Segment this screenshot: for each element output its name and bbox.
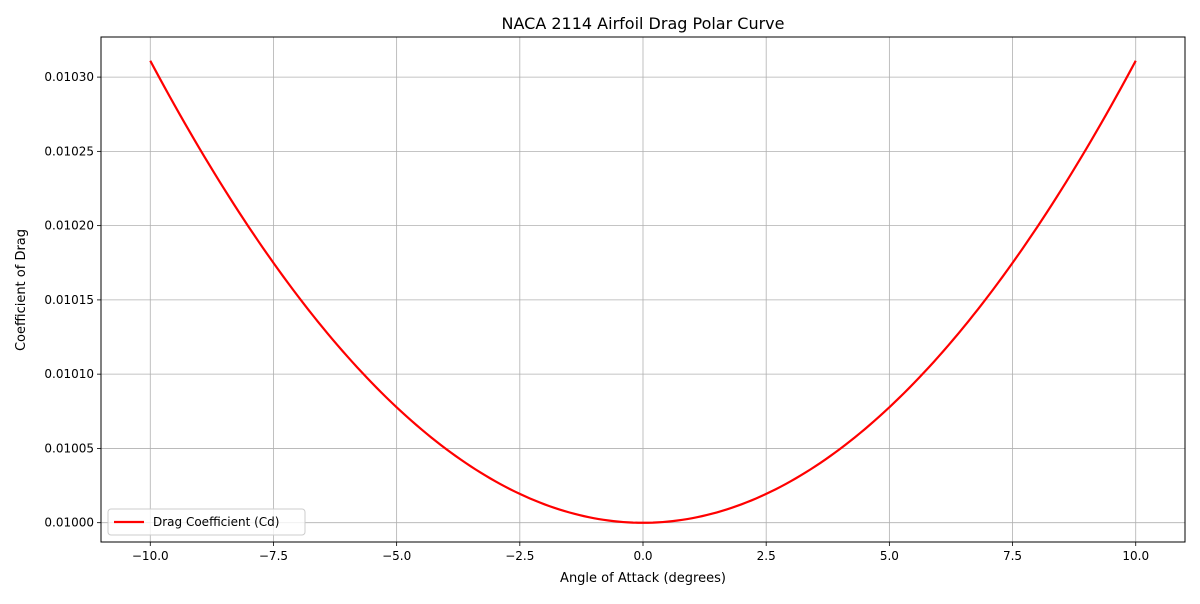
y-tick-label: 0.01015 — [44, 293, 94, 307]
y-tick-label: 0.01000 — [44, 516, 94, 530]
x-tick-label: 2.5 — [757, 549, 776, 563]
x-axis-ticks: −10.0 −7.5 −5.0 −2.5 0.0 2.5 5.0 7.5 10.0 — [132, 542, 1149, 563]
x-tick-label: 10.0 — [1122, 549, 1149, 563]
y-tick-label: 0.01030 — [44, 70, 94, 84]
y-axis-label: Coefficient of Drag — [14, 229, 29, 351]
chart-title: NACA 2114 Airfoil Drag Polar Curve — [502, 14, 785, 33]
x-axis-label: Angle of Attack (degrees) — [560, 571, 726, 586]
legend: Drag Coefficient (Cd) — [107, 508, 306, 536]
x-tick-label: −2.5 — [505, 549, 534, 563]
y-axis-ticks: 0.01000 0.01005 0.01010 0.01015 0.01020 0.010… — [44, 70, 101, 530]
series-line-drag-coefficient — [149, 60, 1137, 524]
y-tick-label: 0.01025 — [44, 144, 94, 158]
x-tick-label: −10.0 — [132, 549, 169, 563]
x-tick-label: −7.5 — [259, 549, 288, 563]
y-tick-label: 0.01020 — [44, 219, 94, 233]
legend-label-drag-coefficient: Drag Coefficient (Cd) — [153, 515, 279, 529]
y-tick-label: 0.01005 — [44, 441, 94, 455]
x-tick-label: 7.5 — [1003, 549, 1022, 563]
legend-box — [107, 508, 306, 536]
series-layer — [149, 60, 1137, 524]
x-tick-label: −5.0 — [382, 549, 411, 563]
x-tick-label: 5.0 — [880, 549, 899, 563]
x-tick-label: 0.0 — [633, 549, 652, 563]
y-tick-label: 0.01010 — [44, 367, 94, 381]
